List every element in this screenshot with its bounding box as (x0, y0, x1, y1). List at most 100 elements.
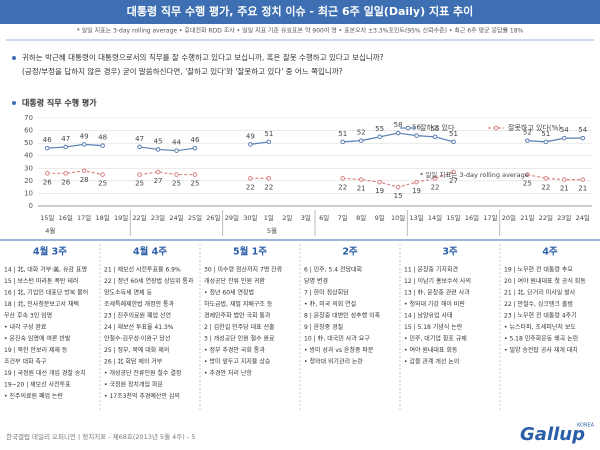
point (248, 142, 253, 147)
point (44, 171, 50, 176)
x-tick-label: 26일 (206, 213, 220, 222)
value-label: 22 (431, 183, 440, 191)
value-label: 51 (449, 130, 458, 138)
x-tick-label: 13일 (409, 213, 423, 222)
bullet (12, 56, 16, 60)
value-label: 46 (43, 136, 52, 144)
week-label: 2주 (342, 247, 358, 258)
value-label: 52 (523, 129, 532, 137)
point (155, 169, 161, 175)
event-item: 12 | 이남기 홍보수석 사의 (404, 277, 471, 285)
point (377, 179, 382, 185)
value-label: 49 (80, 132, 89, 140)
event-item: 무산 후속 3인 임명 (4, 312, 52, 320)
point (580, 177, 586, 182)
legend-label: 잘못하고 있다(%) (508, 123, 561, 132)
value-label: 55 (375, 125, 384, 133)
value-label: 47 (61, 135, 70, 143)
point (155, 147, 161, 152)
event-item: • 윤진숙 임명에 여론 반발 (4, 335, 71, 343)
point (414, 133, 419, 138)
point (192, 172, 198, 177)
point (137, 172, 142, 177)
event-item: 조세특례제한법 개정안 통과 (104, 300, 175, 308)
logo: Gallup (520, 424, 585, 445)
point (358, 177, 364, 182)
week-label: 5월 1주 (233, 246, 267, 258)
value-label: 21 (560, 185, 569, 193)
event-item: 22 | 안철수, 싱크탱크 출범 (504, 300, 573, 308)
event-item: 13 | 朴, 윤창중 관련 사과 (404, 289, 470, 297)
logo-sub: KOREA (577, 423, 595, 429)
value-label: 19 (412, 187, 421, 195)
event-item: • 내각 구성 완료 (4, 323, 47, 331)
legend-marker (493, 125, 499, 131)
event-item: 10 | 朴, 대국민 사과 요구 (304, 335, 370, 343)
x-tick-label: 10일 (391, 213, 405, 222)
event-item: 21 | 北, 단거리 미사일 발사 (504, 289, 576, 297)
value-label: 27 (449, 177, 458, 185)
point (81, 142, 87, 147)
x-tick-label: 6일 (319, 213, 329, 222)
legend-label: 잘하고 있다 (420, 123, 455, 132)
event-item: 23 | 노무현 전 대통령 4주기 (504, 312, 577, 320)
y-tick-label: 50 (24, 139, 33, 147)
event-item: 30 | 미수령 정산까지 7명 잔류 (204, 266, 283, 274)
value-label: 54 (560, 126, 569, 134)
week-label: 3주 (442, 247, 458, 258)
event-item: • 청와대 위기관리 논란 (304, 358, 363, 366)
x-tick-label: 18일 (96, 213, 110, 222)
point (377, 134, 382, 140)
point (525, 172, 530, 177)
chart-title: 대통령 직무 수행 평가 (22, 98, 97, 108)
point (358, 138, 364, 143)
point (451, 139, 456, 145)
week-label: 4월 3주 (33, 246, 67, 258)
point (63, 171, 68, 176)
question: (긍정/부정을 답하지 않은 경우) 굳이 말씀하신다면, '잘하고 있다'와 … (22, 66, 343, 76)
x-tick-label: 16일 (465, 213, 479, 222)
bullet (12, 101, 16, 105)
value-label: 54 (578, 126, 587, 134)
y-tick-label: 30 (24, 164, 33, 172)
event-item: • 밀양 송전탑 공사 재개 대치 (504, 346, 578, 354)
value-label: 26 (61, 178, 70, 186)
point (174, 148, 179, 153)
event-item: • 정년 60세 연장법 (204, 289, 254, 297)
event-item: 당명 변경 (304, 277, 328, 285)
question: 귀하는 박근혜 대통령이 대통령으로서의 직무를 잘 수행하고 있다고 보십니까… (22, 52, 384, 62)
value-label: 52 (357, 129, 366, 137)
event-item: 조건부 대화 촉구 (4, 358, 47, 366)
y-tick-label: 10 (24, 189, 33, 197)
event-item: • 朴, 미국 의회 연설 (304, 300, 356, 308)
event-item: 24 | 재보선 투표율 41.3% (104, 323, 174, 331)
value-label: 56 (412, 124, 421, 132)
y-tick-label: 60 (24, 127, 33, 135)
event-item: 23 | 진주의료원 폐업 선언 (104, 312, 171, 320)
point (100, 143, 105, 148)
event-item: 19 | 노무현 전 대통령 추모 (504, 266, 573, 274)
point (543, 176, 549, 181)
event-item: • 정부 추경안 국회 통과 (204, 346, 265, 354)
event-item: 11 | 윤창중 기자회견 (404, 266, 458, 274)
event-item: 경제민주화 법안 국회 통과 (204, 312, 271, 320)
x-tick-label: 15일 (446, 213, 460, 222)
x-tick-label: 8일 (356, 213, 366, 222)
event-item: 21 | 재보선 사전투표율 6.9% (104, 266, 181, 274)
point (432, 134, 438, 140)
event-item: 2 | 김한길 민주당 대표 선출 (204, 323, 275, 331)
x-tick-label: 24일 (169, 213, 183, 222)
point (137, 144, 142, 150)
footer-bg (0, 418, 600, 450)
event-item: • 진주의료원 폐업 논란 (4, 392, 63, 400)
value-label: 46 (191, 136, 200, 144)
x-tick-label: 24일 (576, 213, 590, 222)
value-label: 45 (154, 137, 163, 145)
point (580, 135, 586, 141)
month-label: 4월 (45, 226, 55, 235)
week-label: 4월 4주 (133, 246, 167, 258)
x-tick-label: 9일 (375, 213, 385, 222)
value-label: 27 (154, 177, 163, 185)
value-label: 58 (394, 121, 403, 129)
